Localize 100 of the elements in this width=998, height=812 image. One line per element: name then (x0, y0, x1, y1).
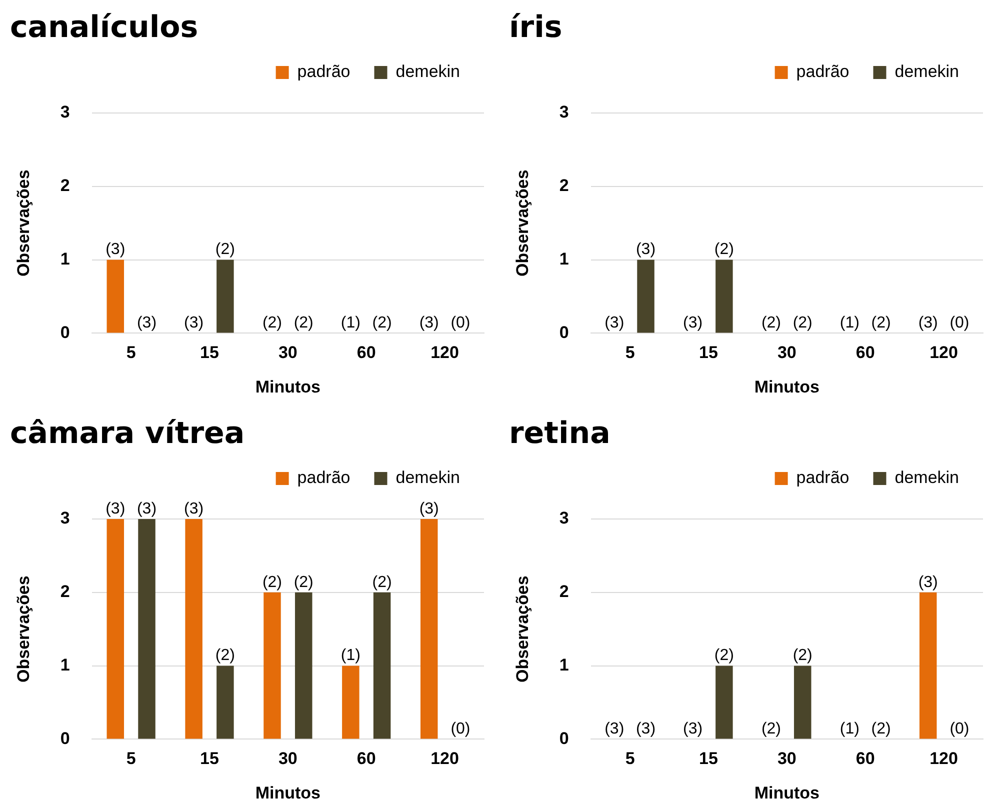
legend-label: padrão (796, 62, 850, 82)
legend-label: demekin (396, 62, 460, 82)
annotation: (2) (792, 647, 812, 664)
y-axis-title: Observações (14, 170, 33, 276)
legend-label: demekin (894, 468, 960, 488)
x-tick-label: 30 (278, 343, 298, 362)
x-axis-title: Minutos (255, 783, 321, 802)
annotation: (2) (792, 314, 812, 332)
x-tick-label: 60 (356, 749, 376, 768)
annotation: (2) (714, 241, 734, 258)
x-tick-label: 5 (126, 749, 136, 768)
y-tick-label: 3 (559, 508, 569, 528)
x-tick-label: 30 (777, 343, 796, 362)
x-tick-label: 15 (699, 343, 718, 362)
y-tick-label: 0 (60, 322, 70, 342)
x-tick-label: 5 (625, 749, 635, 768)
y-tick-label: 2 (559, 582, 569, 602)
annotation: (2) (262, 314, 282, 332)
annotation: (3) (636, 720, 656, 738)
y-tick-label: 3 (559, 102, 569, 122)
annotation: (3) (604, 720, 624, 738)
annotation: (3) (683, 314, 703, 332)
annotation: (3) (683, 720, 703, 738)
y-axis-title: Observações (14, 576, 33, 682)
text: (3) (106, 500, 126, 518)
bar (106, 519, 124, 739)
x-tick-label: 30 (278, 749, 298, 768)
text: (3) (136, 500, 157, 518)
bar (373, 592, 391, 739)
y-tick-label: 0 (559, 322, 569, 342)
x-tick-label: 60 (356, 343, 376, 362)
annotation: (2) (761, 314, 782, 332)
chart-title: canalículos (10, 10, 198, 45)
x-tick-label: 15 (699, 749, 718, 768)
annotation: (0) (950, 720, 970, 738)
annotation: (1) (340, 314, 360, 332)
y-tick-label: 1 (60, 655, 70, 674)
chart-title: retina (509, 416, 610, 451)
chart-title: íris (509, 10, 562, 45)
x-tick-label: 5 (126, 343, 136, 362)
y-tick-label: 2 (60, 582, 70, 602)
bar (342, 666, 360, 739)
annotation: (3) (636, 241, 656, 258)
annotation: (2) (262, 574, 282, 591)
x-tick-label: 120 (430, 343, 459, 362)
annotation: (1) (840, 720, 860, 738)
annotation: (2) (294, 314, 314, 332)
annotation: (0) (450, 720, 470, 738)
annotation: (2) (372, 314, 392, 332)
y-tick-label: 2 (559, 176, 569, 196)
x-tick-label: 5 (625, 343, 635, 362)
annotation: (2) (294, 574, 314, 591)
annotation: (3) (136, 314, 157, 332)
legend-label: demekin (396, 468, 460, 488)
y-tick-label: 1 (60, 249, 70, 268)
chart-title: câmara vítrea (10, 416, 245, 451)
bar (185, 519, 202, 739)
annotation: (3) (184, 314, 204, 332)
y-tick-label: 1 (559, 655, 569, 674)
annotation: (2) (714, 647, 734, 664)
x-tick-label: 120 (930, 343, 958, 362)
bar (420, 519, 438, 739)
annotation: (2) (215, 241, 235, 258)
annotation: (3) (918, 574, 938, 591)
annotation: (3) (918, 314, 938, 332)
bar (294, 592, 312, 739)
legend-label: padrão (796, 468, 850, 488)
x-tick-label: 30 (777, 749, 796, 768)
annotation: (2) (871, 314, 891, 332)
bar (216, 666, 234, 739)
annotation: (2) (761, 720, 782, 738)
annotation: (0) (450, 314, 470, 332)
y-tick-label: 2 (60, 176, 70, 196)
annotation: (1) (840, 314, 860, 332)
y-tick-label: 0 (559, 728, 569, 748)
annotation: (3) (604, 314, 624, 332)
y-tick-label: 1 (559, 249, 569, 268)
y-axis-title: Observações (512, 576, 532, 682)
annotation: (2) (372, 574, 392, 591)
annotation: (3) (106, 241, 126, 258)
text: (3) (419, 500, 439, 518)
x-axis-title: Minutos (754, 377, 820, 396)
x-tick-label: 120 (930, 749, 958, 768)
bar (138, 519, 156, 739)
x-tick-label: 120 (430, 749, 459, 768)
y-tick-label: 3 (60, 102, 70, 122)
legend-label: demekin (894, 62, 960, 82)
y-tick-label: 0 (60, 728, 70, 748)
x-tick-label: 60 (856, 343, 875, 362)
legend-label: padrão (297, 468, 350, 488)
text: (3) (184, 500, 204, 518)
bar (264, 592, 281, 739)
x-axis-title: Minutos (754, 783, 820, 802)
annotation: (2) (871, 720, 891, 738)
y-axis-title: Observações (512, 170, 532, 276)
x-tick-label: 15 (200, 343, 219, 362)
annotation: (3) (419, 314, 439, 332)
annotation: (2) (215, 647, 235, 664)
annotation: (0) (950, 314, 970, 332)
x-axis-title: Minutos (255, 377, 321, 396)
